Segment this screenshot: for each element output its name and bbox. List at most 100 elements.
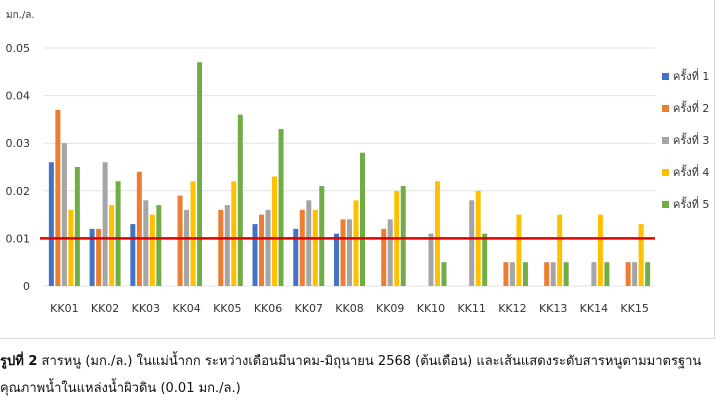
bar <box>503 262 509 286</box>
axis-labels: 0 0.01 0.02 0.03 0.04 0.05 KK01 KK02 KK03 KK04 KK0… <box>6 42 649 315</box>
legend-swatch <box>662 73 669 80</box>
bar <box>143 200 149 286</box>
bar <box>130 224 136 286</box>
x-tick-label: KK11 <box>457 302 485 315</box>
bar <box>74 167 80 286</box>
x-tick-label: KK06 <box>254 302 282 315</box>
bar <box>184 209 190 286</box>
y-tick-label: 0 <box>23 280 30 293</box>
bar <box>434 181 440 286</box>
bar <box>597 214 603 286</box>
bar <box>237 114 243 286</box>
x-tick-label: KK14 <box>580 302 608 315</box>
legend-swatch <box>662 201 669 208</box>
bar <box>544 262 550 286</box>
bar <box>259 214 265 286</box>
bar <box>177 195 183 286</box>
legend-label: ครั้งที่ 2 <box>673 100 709 115</box>
bar <box>516 214 522 286</box>
caption-line-1: รูปที่ 2 สารหนู (มก./ล.) ในแม่น้ำกก ระหว… <box>0 348 720 375</box>
bar <box>482 233 488 286</box>
bar <box>109 205 115 286</box>
x-tick-label: KK13 <box>539 302 567 315</box>
bar <box>441 262 447 286</box>
x-tick-label: KK15 <box>620 302 648 315</box>
bar <box>48 162 54 286</box>
bar <box>353 200 359 286</box>
legend-label: ครั้งที่ 1 <box>673 68 709 83</box>
x-tick-label: KK07 <box>295 302 323 315</box>
bar <box>334 233 339 286</box>
bar <box>632 262 638 286</box>
bar <box>136 171 142 286</box>
chart-frame: 0 0.01 0.02 0.03 0.04 0.05 KK01 KK02 KK03 KK04 KK0… <box>0 0 715 339</box>
bar <box>115 181 121 286</box>
bars <box>48 62 651 286</box>
arsenic-bar-chart: 0 0.01 0.02 0.03 0.04 0.05 KK01 KK02 KK03 KK04 KK0… <box>6 10 710 315</box>
caption-text-1: สารหนู (มก./ล.) ในแม่น้ำกก ระหว่างเดือนม… <box>37 354 702 369</box>
bar <box>61 143 67 286</box>
bar <box>55 109 61 286</box>
y-tick-label: 0.04 <box>6 90 31 103</box>
x-tick-label: KK02 <box>91 302 119 315</box>
bar <box>638 224 644 286</box>
bar <box>224 205 230 286</box>
legend-label: ครั้งที่ 4 <box>673 164 709 179</box>
bar <box>197 62 203 286</box>
bar <box>591 262 597 286</box>
bar <box>319 186 325 286</box>
figure-caption: รูปที่ 2 สารหนู (มก./ล.) ในแม่น้ำกก ระหว… <box>0 348 720 402</box>
caption-label: รูปที่ 2 <box>0 354 38 369</box>
x-tick-label: KK09 <box>376 302 404 315</box>
x-tick-label: KK03 <box>132 302 160 315</box>
x-tick-label: KK04 <box>172 302 200 315</box>
bar <box>625 262 631 286</box>
y-tick-label: 0.05 <box>6 42 31 55</box>
unit-label: มก./ล. <box>6 10 35 21</box>
bar <box>68 209 74 286</box>
bar <box>231 181 237 286</box>
bar <box>645 262 651 286</box>
legend-swatch <box>662 137 669 144</box>
legend-swatch <box>662 169 669 176</box>
x-tick-label: KK12 <box>498 302 526 315</box>
bar <box>190 181 196 286</box>
bar <box>563 262 569 286</box>
bar <box>149 214 155 286</box>
bar <box>550 262 556 286</box>
bar <box>428 233 434 286</box>
bar <box>156 205 162 286</box>
bar <box>265 209 271 286</box>
legend-label: ครั้งที่ 3 <box>673 132 709 147</box>
bar <box>522 262 528 286</box>
bar <box>381 228 387 286</box>
bar <box>299 209 305 286</box>
legend-swatch <box>662 105 669 112</box>
bar <box>306 200 312 286</box>
bar <box>218 209 224 286</box>
bar <box>278 128 284 286</box>
bar <box>347 219 352 286</box>
y-tick-label: 0.03 <box>6 137 31 150</box>
bar <box>509 262 515 286</box>
caption-line-2: คุณภาพน้ำในแหล่งน้ำผิวดิน (0.01 มก./ล.) <box>0 381 241 396</box>
bar <box>469 200 475 286</box>
bar <box>387 219 393 286</box>
bar <box>102 162 108 286</box>
x-tick-label: KK05 <box>213 302 241 315</box>
y-tick-label: 0.02 <box>6 185 31 198</box>
y-tick-label: 0.01 <box>6 232 31 245</box>
bar <box>272 176 278 286</box>
x-tick-label: KK08 <box>335 302 363 315</box>
bar <box>312 209 318 286</box>
legend: ครั้งที่ 1 ครั้งที่ 2 ครั้งที่ 3 ครั้งที่ 4… <box>662 68 709 211</box>
legend-label: ครั้งที่ 5 <box>673 196 709 211</box>
bar <box>96 228 102 286</box>
bar <box>252 224 258 286</box>
x-tick-label: KK10 <box>417 302 445 315</box>
x-tick-label: KK01 <box>50 302 78 315</box>
bar <box>89 228 95 286</box>
bar <box>604 262 610 286</box>
bar <box>340 219 346 286</box>
bar <box>293 228 299 286</box>
